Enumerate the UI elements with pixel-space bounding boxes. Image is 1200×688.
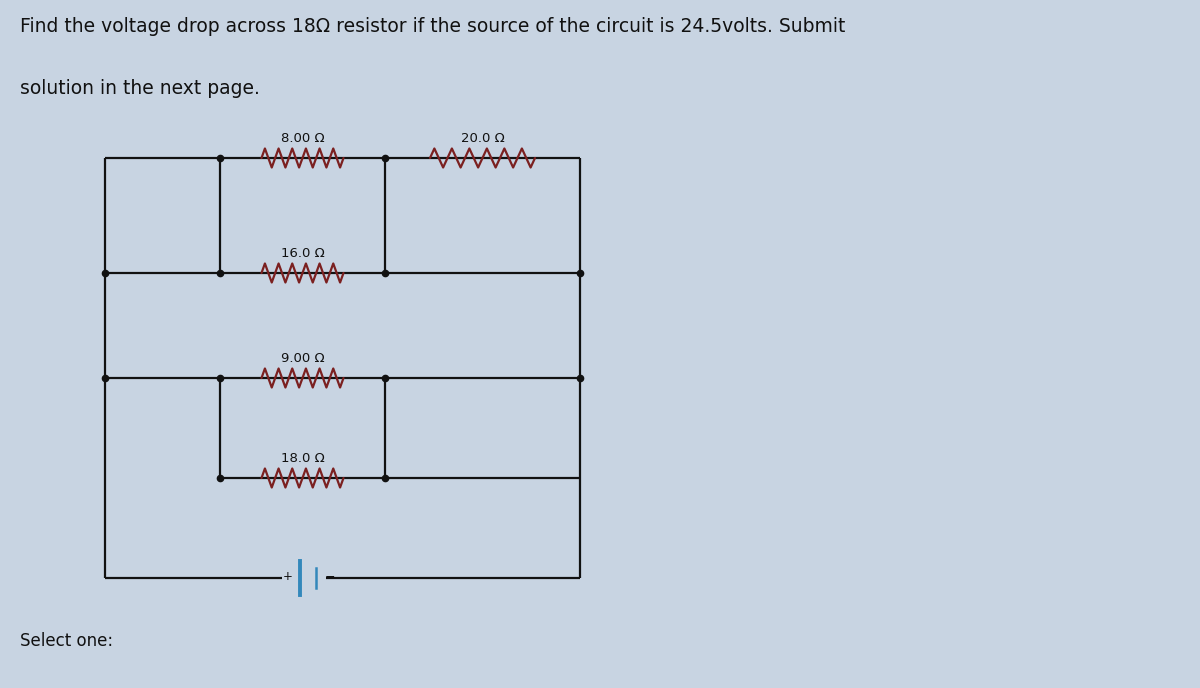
Text: +: + <box>283 570 293 583</box>
Text: 18.0 Ω: 18.0 Ω <box>281 452 324 465</box>
Text: 9.00 Ω: 9.00 Ω <box>281 352 324 365</box>
Text: 16.0 Ω: 16.0 Ω <box>281 247 324 260</box>
Text: 8.00 Ω: 8.00 Ω <box>281 132 324 145</box>
Text: solution in the next page.: solution in the next page. <box>20 79 260 98</box>
Text: Find the voltage drop across 18Ω resistor if the source of the circuit is 24.5vo: Find the voltage drop across 18Ω resisto… <box>20 17 846 36</box>
Text: −: − <box>325 570 336 583</box>
Text: Select one:: Select one: <box>20 632 114 650</box>
Text: 20.0 Ω: 20.0 Ω <box>461 132 504 145</box>
